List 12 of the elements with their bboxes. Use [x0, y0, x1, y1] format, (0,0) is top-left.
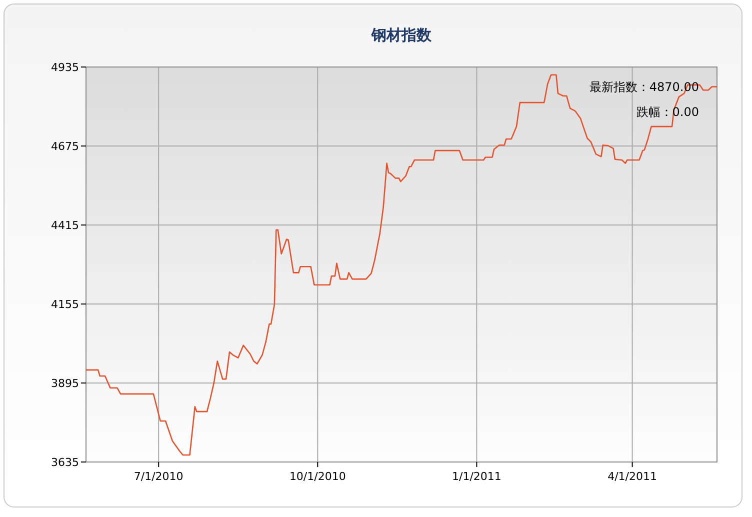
y-tick-label: 3895 — [51, 376, 79, 390]
y-tick-label: 4935 — [51, 60, 79, 74]
x-tick-label: 4/1/2011 — [608, 470, 657, 483]
x-tick-label: 1/1/2011 — [452, 470, 502, 483]
y-tick-label: 3635 — [51, 456, 79, 469]
y-tick-label: 4415 — [51, 218, 79, 232]
chart-title: 钢材指数 — [370, 26, 432, 44]
y-tick-label: 4155 — [51, 298, 79, 311]
y-tick-label: 4675 — [51, 140, 79, 153]
x-tick-label: 10/1/2010 — [289, 470, 346, 483]
x-tick-label: 7/1/2010 — [134, 470, 184, 483]
line-series — [85, 74, 718, 456]
